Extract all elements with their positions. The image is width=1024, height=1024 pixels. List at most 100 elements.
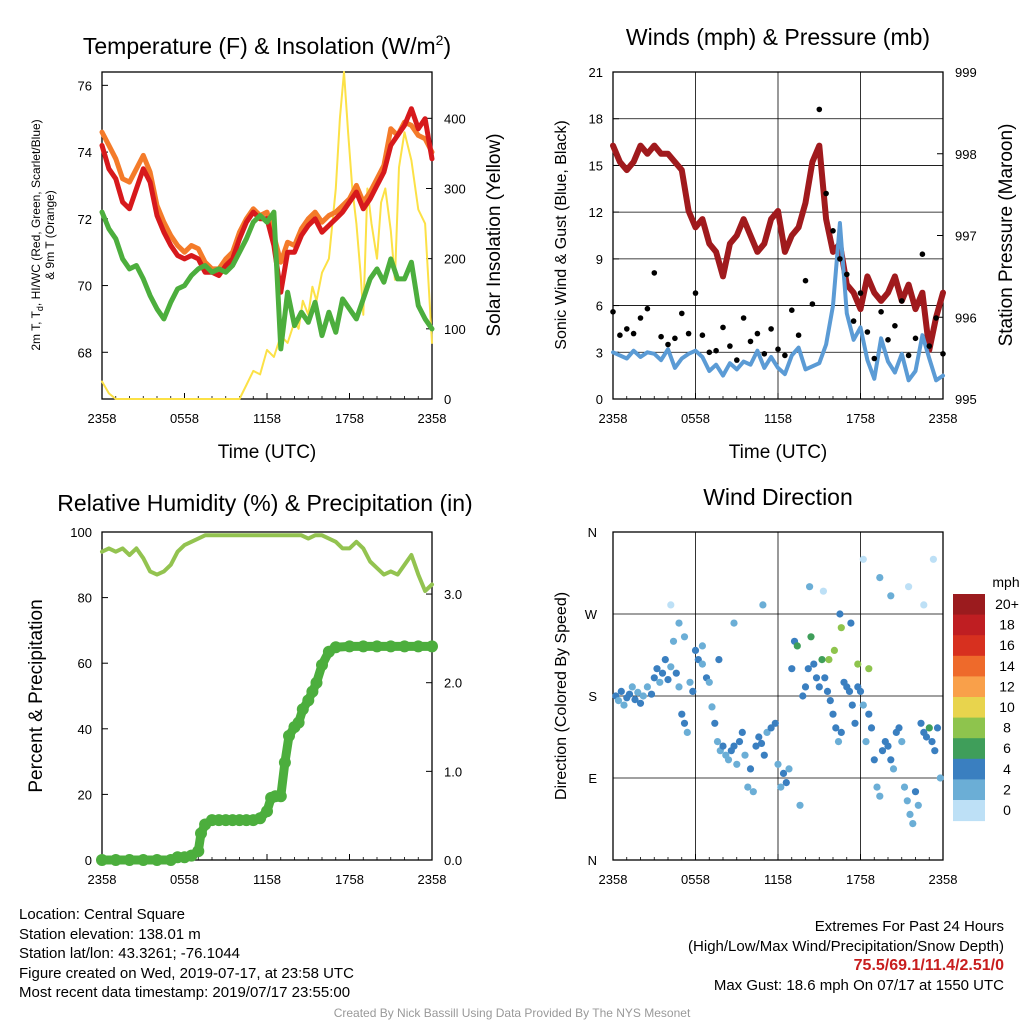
precipitation-point	[283, 729, 295, 742]
direction-point	[810, 660, 818, 668]
y-tick-label: 9	[596, 252, 603, 267]
gust-point	[747, 338, 754, 345]
direction-point	[799, 692, 807, 700]
x-tick-label: 1758	[846, 411, 875, 426]
direction-point	[823, 687, 832, 696]
direction-point	[733, 760, 741, 768]
station-latlon: Station lat/lon: 43.3261; -76.1044	[19, 945, 241, 962]
direction-point	[664, 676, 672, 684]
winds-x-label: Time (UTC)	[729, 442, 828, 463]
gust-point	[864, 329, 871, 335]
precipitation-point	[412, 640, 425, 653]
direction-point	[887, 592, 895, 600]
direction-point	[667, 601, 675, 609]
direction-point	[903, 797, 911, 805]
insolation-y-label: Solar Insolation (Yellow)	[484, 133, 505, 336]
direction-point	[683, 728, 691, 737]
direction-point	[782, 779, 790, 787]
direction-point	[922, 733, 931, 741]
legend-swatch	[953, 779, 985, 801]
direction-point	[878, 747, 887, 755]
legend-swatch	[953, 738, 985, 760]
direction-point	[829, 710, 837, 718]
legend-label: 4	[1003, 761, 1011, 777]
direction-point	[749, 788, 757, 796]
direction-point	[661, 656, 669, 664]
gust-point	[823, 190, 829, 197]
legend-label: 2	[1003, 781, 1011, 797]
precipitation-point	[316, 659, 328, 671]
gust-point	[740, 315, 747, 321]
direction-point	[925, 724, 933, 732]
direction-point	[724, 756, 733, 764]
gust-point	[789, 307, 795, 314]
precipitation-point	[261, 805, 273, 818]
direction-point	[708, 703, 716, 711]
y2-tick-label: 400	[444, 111, 466, 126]
precipitation-point	[123, 854, 136, 866]
direction-point	[837, 728, 845, 737]
y-tick-label: 60	[78, 656, 92, 671]
y-tick-label: 74	[78, 145, 92, 160]
y-tick-label: 20	[78, 787, 92, 802]
x-tick-label: 0558	[170, 411, 199, 426]
gust-point	[706, 349, 713, 356]
gust-point	[857, 290, 864, 296]
legend-swatch	[953, 758, 985, 780]
direction-point	[867, 724, 876, 732]
direction-point	[757, 739, 766, 748]
recent-timestamp: Most recent data timestamp: 2019/07/17 2…	[19, 984, 351, 1001]
temperature-x-label: Time (UTC)	[218, 442, 317, 463]
direction-point	[931, 747, 939, 755]
precipitation-point	[384, 640, 397, 653]
direction-point	[771, 719, 779, 727]
direction-point	[698, 642, 707, 650]
legend-label: 8	[1003, 720, 1011, 736]
y2-tick-label: 2.0	[444, 676, 462, 691]
wind-speed-line	[611, 221, 945, 383]
direction-point	[826, 697, 834, 705]
direction-point	[854, 660, 862, 668]
precipitation-point	[192, 845, 205, 858]
x-tick-label: 1158	[253, 872, 281, 887]
legend-label: 12	[999, 678, 1015, 694]
y2-tick-label: 995	[955, 392, 977, 407]
legend-title: mph	[992, 574, 1019, 590]
gust-point	[795, 332, 802, 339]
legend-swatch	[953, 594, 985, 616]
direction-point	[933, 724, 942, 732]
extremes-values: 75.5/69.1/11.4/2.51/0	[853, 957, 1004, 974]
direction-point	[785, 765, 793, 773]
station-info: Location: Central Square Station elevati…	[19, 905, 354, 1003]
station-location: Location: Central Square	[19, 906, 185, 923]
temperature-series-line	[99, 209, 435, 352]
precipitation-point	[398, 640, 411, 653]
precipitation-point	[151, 854, 163, 866]
direction-point	[928, 738, 936, 746]
gust-point	[919, 251, 926, 257]
y-tick-label: 70	[78, 279, 92, 294]
winds-y-label: Sonic Wind & Gust (Blue, Black)	[553, 120, 570, 349]
precipitation-point	[426, 640, 438, 653]
gust-point	[630, 330, 637, 337]
direction-point	[859, 701, 867, 709]
direction-point	[812, 674, 821, 682]
gust-point	[816, 106, 823, 113]
precipitation-line	[97, 641, 437, 865]
x-tick-label: 1758	[335, 872, 364, 887]
direction-point	[617, 687, 625, 696]
y-tick-label: 76	[78, 78, 92, 93]
direction-point	[614, 697, 623, 705]
direction-point	[698, 660, 707, 668]
direction-point	[917, 719, 925, 727]
gust-point	[940, 351, 946, 357]
y2-tick-label: 200	[444, 252, 466, 267]
direction-point	[620, 701, 628, 709]
gust-point	[720, 324, 726, 331]
legend-swatch	[953, 614, 985, 636]
direction-point	[832, 724, 840, 732]
direction-point	[804, 665, 812, 673]
gust-point	[768, 326, 774, 332]
direction-point	[815, 683, 823, 691]
gust-point	[685, 330, 692, 337]
